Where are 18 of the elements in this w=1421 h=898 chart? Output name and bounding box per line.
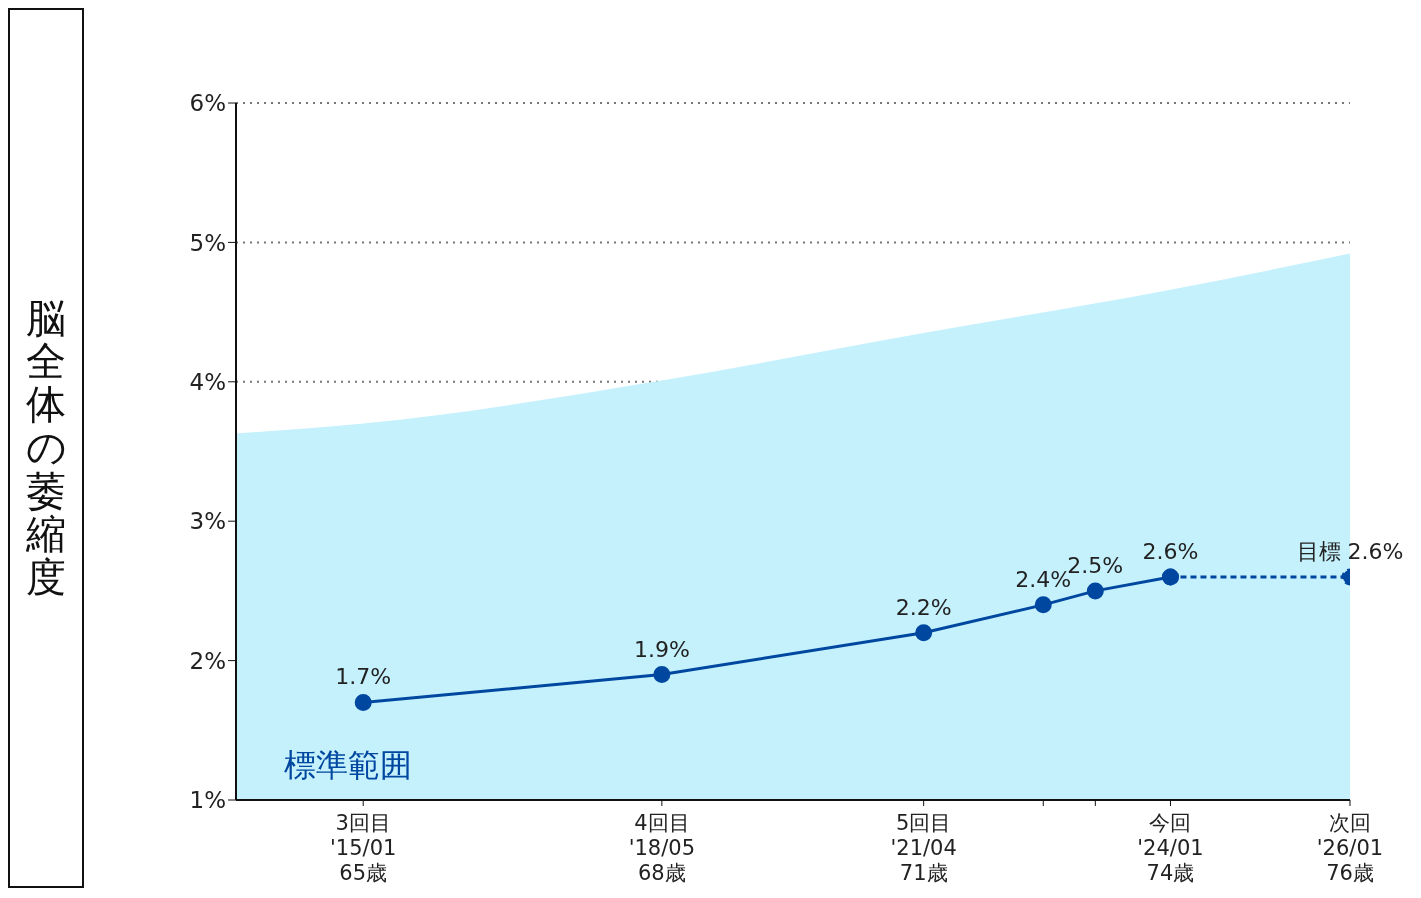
data-label: 1.9% [633, 636, 690, 662]
x-tick-label: 3回目 '15/01 65歳 [330, 811, 397, 885]
x-tick-label: 次回 '26/01 76歳 [1316, 811, 1384, 885]
x-tick-label: 今回 '24/01 74歳 [1137, 811, 1204, 885]
series-label: 標準範囲 [284, 745, 412, 786]
y-tick-label: 3% [189, 508, 226, 535]
x-tick-label: 5回目 '21/04 71歳 [890, 811, 957, 885]
y-axis-title: 脳全体の萎縮度 [24, 294, 68, 600]
data-label: 1.7% [335, 664, 392, 690]
y-tick-label: 4% [189, 368, 226, 395]
x-tick-label: 4回目 '18/05 68歳 [628, 811, 695, 885]
y-tick-label: 2% [189, 647, 226, 674]
data-label: 2.6% [1142, 538, 1199, 564]
y-tick-label: 1% [189, 787, 226, 814]
data-label: 目標 2.6% [1296, 538, 1404, 564]
data-label: 2.2% [895, 594, 952, 620]
y-tick-label: 6% [189, 90, 226, 117]
y-tick-label: 5% [189, 229, 226, 256]
